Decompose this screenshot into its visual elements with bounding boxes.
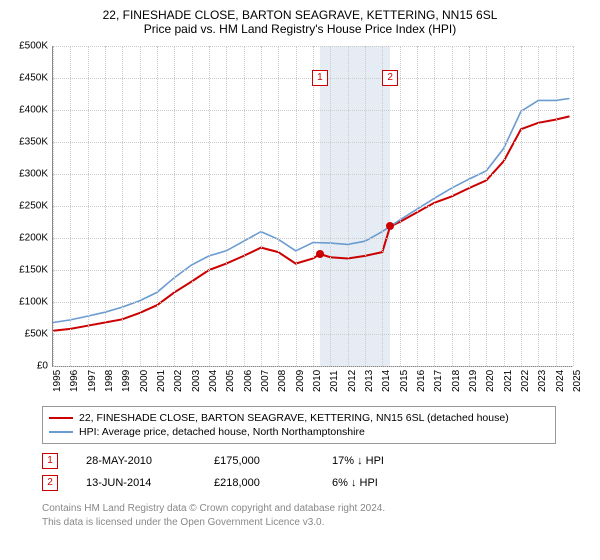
x-tick-label: 2001	[156, 370, 167, 392]
x-tick-label: 2021	[503, 370, 514, 392]
x-tick-label: 2017	[433, 370, 444, 392]
x-tick-label: 2013	[364, 370, 375, 392]
x-tick-label: 2025	[572, 370, 583, 392]
x-tick-label: 1997	[87, 370, 98, 392]
y-tick-label: £350K	[10, 137, 48, 148]
callout-marker-1: 1	[312, 70, 328, 86]
legend-label: 22, FINESHADE CLOSE, BARTON SEAGRAVE, KE…	[79, 412, 509, 424]
x-tick-label: 2024	[555, 370, 566, 392]
legend-swatch	[49, 417, 73, 419]
x-tick-label: 2022	[520, 370, 531, 392]
y-tick-label: £450K	[10, 73, 48, 84]
transaction-marker: 2	[42, 475, 58, 491]
x-tick-label: 2014	[381, 370, 392, 392]
x-tick-label: 2012	[347, 370, 358, 392]
x-tick-label: 2015	[399, 370, 410, 392]
y-tick-label: £100K	[10, 297, 48, 308]
x-tick-label: 2010	[312, 370, 323, 392]
transaction-row: 1 28-MAY-2010 £175,000 17% ↓ HPI	[42, 450, 600, 472]
title-block: 22, FINESHADE CLOSE, BARTON SEAGRAVE, KE…	[0, 0, 600, 40]
y-tick-label: £250K	[10, 201, 48, 212]
legend-row-price-paid: 22, FINESHADE CLOSE, BARTON SEAGRAVE, KE…	[49, 411, 549, 425]
y-tick-label: £150K	[10, 265, 48, 276]
callout-marker-2: 2	[382, 70, 398, 86]
transaction-hpi-delta: 17% ↓ HPI	[332, 455, 422, 467]
series-line-hpi	[53, 99, 570, 323]
legend-row-hpi: HPI: Average price, detached house, Nort…	[49, 425, 549, 439]
transaction-price: £218,000	[214, 477, 304, 489]
x-tick-label: 2020	[485, 370, 496, 392]
x-tick-label: 2023	[537, 370, 548, 392]
legend-swatch	[49, 431, 73, 433]
x-tick-label: 2002	[173, 370, 184, 392]
legend: 22, FINESHADE CLOSE, BARTON SEAGRAVE, KE…	[42, 406, 556, 444]
x-tick-label: 2006	[243, 370, 254, 392]
transaction-date: 28-MAY-2010	[86, 455, 186, 467]
y-tick-label: £400K	[10, 105, 48, 116]
data-point	[386, 222, 394, 230]
chart-container: 22, FINESHADE CLOSE, BARTON SEAGRAVE, KE…	[0, 0, 600, 529]
transactions-table: 1 28-MAY-2010 £175,000 17% ↓ HPI 2 13-JUN-201…	[42, 450, 600, 494]
x-tick-label: 2008	[277, 370, 288, 392]
x-tick-label: 2011	[329, 370, 340, 392]
x-tick-label: 2007	[260, 370, 271, 392]
data-point	[316, 250, 324, 258]
x-tick-label: 2019	[468, 370, 479, 392]
y-tick-label: £500K	[10, 41, 48, 52]
plot-area: 12	[52, 46, 573, 367]
x-tick-label: 2016	[416, 370, 427, 392]
x-tick-label: 1998	[104, 370, 115, 392]
y-tick-label: £0	[10, 361, 48, 372]
attrib-line-1: Contains HM Land Registry data © Crown c…	[42, 502, 600, 516]
legend-label: HPI: Average price, detached house, Nort…	[79, 426, 365, 438]
attrib-line-2: This data is licensed under the Open Gov…	[42, 516, 600, 530]
transaction-price: £175,000	[214, 455, 304, 467]
transaction-marker: 1	[42, 453, 58, 469]
x-tick-label: 1996	[69, 370, 80, 392]
y-tick-label: £300K	[10, 169, 48, 180]
title-line-2: Price paid vs. HM Land Registry's House …	[0, 22, 600, 36]
x-tick-label: 1999	[121, 370, 132, 392]
x-tick-label: 1995	[52, 370, 63, 392]
x-tick-label: 2018	[451, 370, 462, 392]
series-line-price_paid	[53, 116, 570, 330]
x-tick-label: 2005	[225, 370, 236, 392]
y-tick-label: £50K	[10, 329, 48, 340]
transaction-hpi-delta: 6% ↓ HPI	[332, 477, 422, 489]
attribution: Contains HM Land Registry data © Crown c…	[42, 502, 600, 529]
title-line-1: 22, FINESHADE CLOSE, BARTON SEAGRAVE, KE…	[0, 8, 600, 22]
chart: £0 £50K £100K £150K £200K £250K £300K £350K £400…	[10, 40, 580, 400]
x-tick-label: 2009	[295, 370, 306, 392]
transaction-row: 2 13-JUN-2014 £218,000 6% ↓ HPI	[42, 472, 600, 494]
x-tick-label: 2000	[139, 370, 150, 392]
x-tick-label: 2004	[208, 370, 219, 392]
y-tick-label: £200K	[10, 233, 48, 244]
transaction-date: 13-JUN-2014	[86, 477, 186, 489]
x-tick-label: 2003	[191, 370, 202, 392]
